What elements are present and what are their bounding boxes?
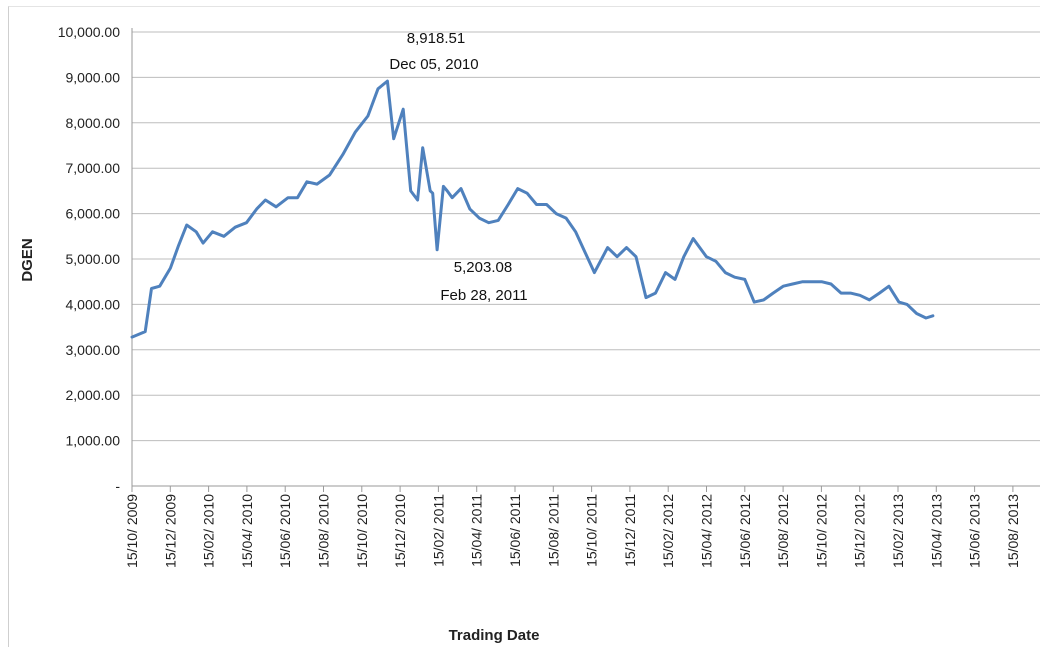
y-tick-label: 9,000.00 bbox=[66, 69, 121, 85]
x-axis-ticks: 15/10/ 2009 15/12/ 2009 15/02/ 2010 15/04/ … bbox=[124, 486, 1021, 568]
x-tick-label: 15/02/ 2011 bbox=[430, 494, 446, 567]
x-tick-label: 15/12/ 2009 bbox=[162, 494, 178, 568]
x-tick-label: 15/04/ 2012 bbox=[699, 494, 715, 568]
trough-value-label: 5,203.08 bbox=[454, 259, 512, 276]
peak-date-label: Dec 05, 2010 bbox=[389, 56, 478, 73]
y-tick-label: 5,000.00 bbox=[66, 251, 121, 267]
x-tick-label: 15/06/ 2010 bbox=[277, 494, 293, 568]
x-tick-label: 15/02/ 2010 bbox=[201, 494, 217, 568]
peak-value-label: 8,918.51 bbox=[407, 30, 465, 47]
x-tick-label: 15/06/ 2013 bbox=[967, 494, 983, 568]
x-tick-label: 15/10/ 2009 bbox=[124, 494, 140, 568]
x-tick-label: 15/08/ 2012 bbox=[775, 494, 791, 568]
x-axis-title: Trading Date bbox=[449, 627, 540, 644]
x-tick-label: 15/08/ 2013 bbox=[1005, 494, 1021, 568]
y-axis-ticks: - 1,000.00 2,000.00 3,000.00 4,000.00 5,000.0… bbox=[58, 24, 121, 494]
y-tick-label: 6,000.00 bbox=[66, 206, 121, 222]
x-tick-label: 15/02/ 2013 bbox=[890, 494, 906, 568]
gridlines bbox=[132, 31, 1040, 442]
x-tick-label: 15/10/ 2010 bbox=[354, 494, 370, 568]
y-tick-label: 8,000.00 bbox=[66, 115, 121, 131]
x-tick-label: 15/06/ 2011 bbox=[507, 494, 523, 567]
annotations: 8,918.51 Dec 05, 2010 5,203.08 Feb 28, 2… bbox=[389, 30, 527, 304]
x-tick-label: 15/12/ 2011 bbox=[622, 494, 638, 567]
x-tick-label: 15/08/ 2010 bbox=[316, 494, 332, 568]
chart-frame bbox=[8, 6, 1040, 647]
trough-date-label: Feb 28, 2011 bbox=[440, 287, 527, 304]
y-tick-label: 2,000.00 bbox=[66, 387, 121, 403]
y-tick-label: 3,000.00 bbox=[66, 342, 121, 358]
x-tick-label: 15/10/ 2011 bbox=[584, 494, 600, 567]
y-tick-label: 7,000.00 bbox=[66, 160, 121, 176]
x-tick-label: 15/02/ 2012 bbox=[660, 494, 676, 568]
x-tick-label: 15/04/ 2010 bbox=[239, 494, 255, 568]
x-tick-label: 15/12/ 2012 bbox=[852, 494, 868, 568]
y-tick-label: 10,000.00 bbox=[58, 24, 120, 40]
series-line bbox=[130, 79, 935, 339]
y-tick-label: 4,000.00 bbox=[66, 296, 121, 312]
x-tick-label: 15/10/ 2012 bbox=[813, 494, 829, 568]
y-axis-title: DGEN bbox=[19, 238, 36, 281]
y-tick-label: - bbox=[115, 478, 120, 494]
x-tick-label: 15/06/ 2012 bbox=[737, 494, 753, 568]
x-tick-label: 15/12/ 2010 bbox=[392, 494, 408, 568]
x-tick-label: 15/04/ 2013 bbox=[928, 494, 944, 568]
x-tick-label: 15/08/ 2011 bbox=[545, 494, 561, 567]
y-tick-label: 1,000.00 bbox=[66, 433, 121, 449]
x-axis bbox=[131, 28, 1040, 487]
x-tick-label: 15/04/ 2011 bbox=[469, 494, 485, 567]
